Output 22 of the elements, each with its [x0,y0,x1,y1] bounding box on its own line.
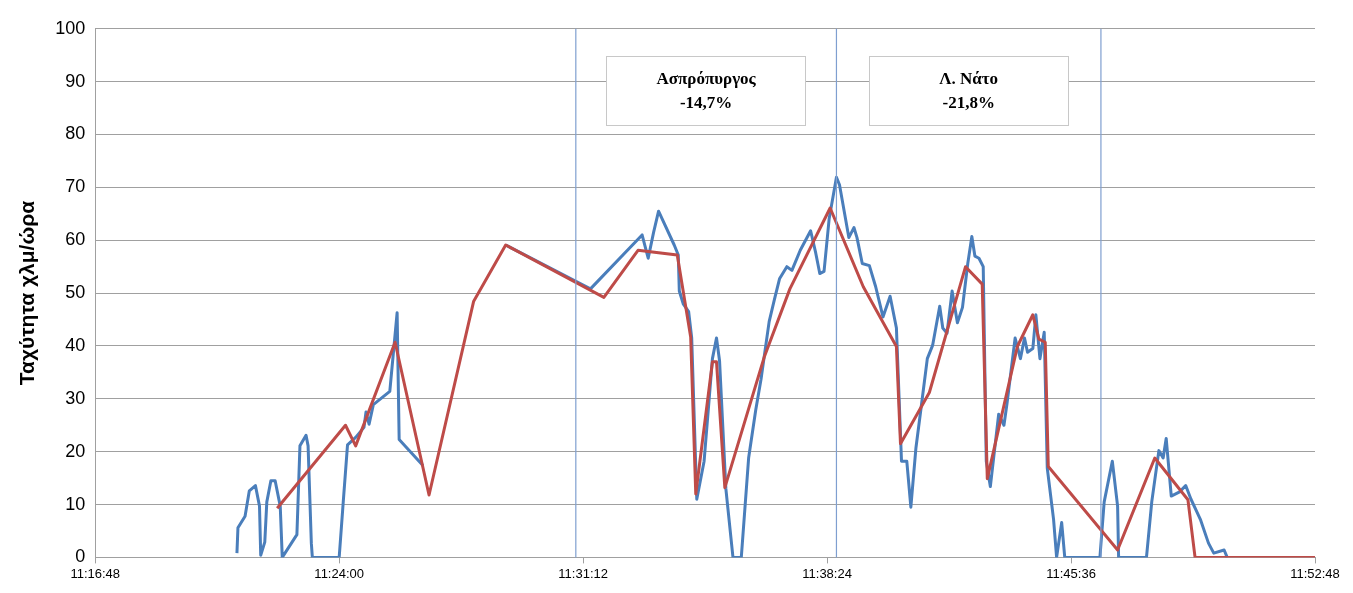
y-tick-label: 80 [65,123,86,144]
annotation: Ασπρόπυργος -14,7% [656,67,756,114]
x-tick-label: 11:52:48 [1290,565,1340,581]
label-box: Ασπρόπυργος -14,7% [606,55,807,126]
y-tick-label: 0 [75,546,86,567]
y-tick-label: 60 [65,229,86,250]
x-tick-label: 11:16:48 [70,565,121,581]
y-tick-label: 30 [65,387,86,408]
y-tick-label: 10 [65,493,86,514]
x-tick-label: 11:31:12 [558,565,608,581]
y-tick-label: 70 [65,176,86,197]
annotation: Λ. Νάτο -21,8% [939,67,999,114]
label-box: Λ. Νάτο -21,8% [868,55,1069,126]
y-tick-label: 100 [55,17,86,38]
y-tick-label: 20 [65,440,86,461]
y-tick-label: 40 [65,334,86,355]
x-tick-label: 11:38:24 [802,565,852,581]
x-tick-label: 11:45:36 [1046,565,1096,581]
x-tick-label: 11:24:00 [314,565,365,581]
y-axis-title: Ταχύτητα χλμ/ώρα [15,200,39,386]
y-tick-label: 50 [65,282,86,303]
y-tick-label: 90 [65,70,86,91]
